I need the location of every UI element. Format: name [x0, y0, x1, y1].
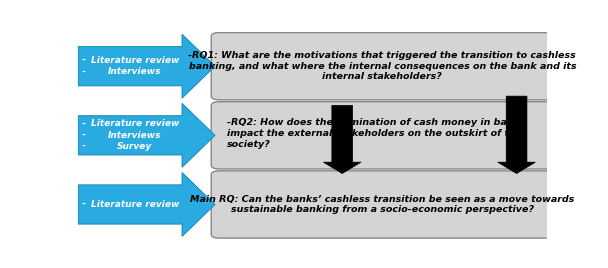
Text: impact the external stakeholders on the outskirt of the: impact the external stakeholders on the … — [227, 129, 522, 138]
FancyBboxPatch shape — [211, 33, 553, 100]
Polygon shape — [323, 105, 361, 173]
Text: Literature review: Literature review — [91, 56, 179, 65]
Text: -RQ2: How does the elimination of cash money in banks: -RQ2: How does the elimination of cash m… — [227, 118, 525, 127]
Polygon shape — [78, 173, 215, 236]
Polygon shape — [78, 103, 215, 167]
Text: -: - — [81, 56, 85, 65]
Text: Interviews: Interviews — [108, 67, 162, 76]
Text: -RQ1: What are the motivations that triggered the transition to cashless: -RQ1: What are the motivations that trig… — [188, 51, 576, 60]
Text: banking, and what where the internal consequences on the bank and its: banking, and what where the internal con… — [188, 62, 576, 71]
Text: Interviews: Interviews — [108, 131, 162, 140]
Text: internal stakeholders?: internal stakeholders? — [322, 72, 442, 81]
Text: -: - — [81, 142, 85, 151]
Text: society?: society? — [227, 140, 271, 148]
Text: Literature review: Literature review — [91, 200, 179, 209]
Text: -: - — [81, 131, 85, 140]
Text: -: - — [81, 120, 85, 128]
Text: Main RQ: Can the banks’ cashless transition be seen as a move towards: Main RQ: Can the banks’ cashless transit… — [190, 195, 575, 204]
Text: Literature review: Literature review — [91, 120, 179, 128]
Polygon shape — [498, 96, 536, 173]
Text: -: - — [81, 200, 85, 209]
Polygon shape — [78, 34, 215, 98]
FancyBboxPatch shape — [211, 102, 553, 169]
Text: Survey: Survey — [117, 142, 153, 151]
Text: sustainable banking from a socio-economic perspective?: sustainable banking from a socio-economi… — [231, 205, 534, 214]
FancyBboxPatch shape — [211, 171, 553, 238]
Text: -: - — [81, 67, 85, 76]
